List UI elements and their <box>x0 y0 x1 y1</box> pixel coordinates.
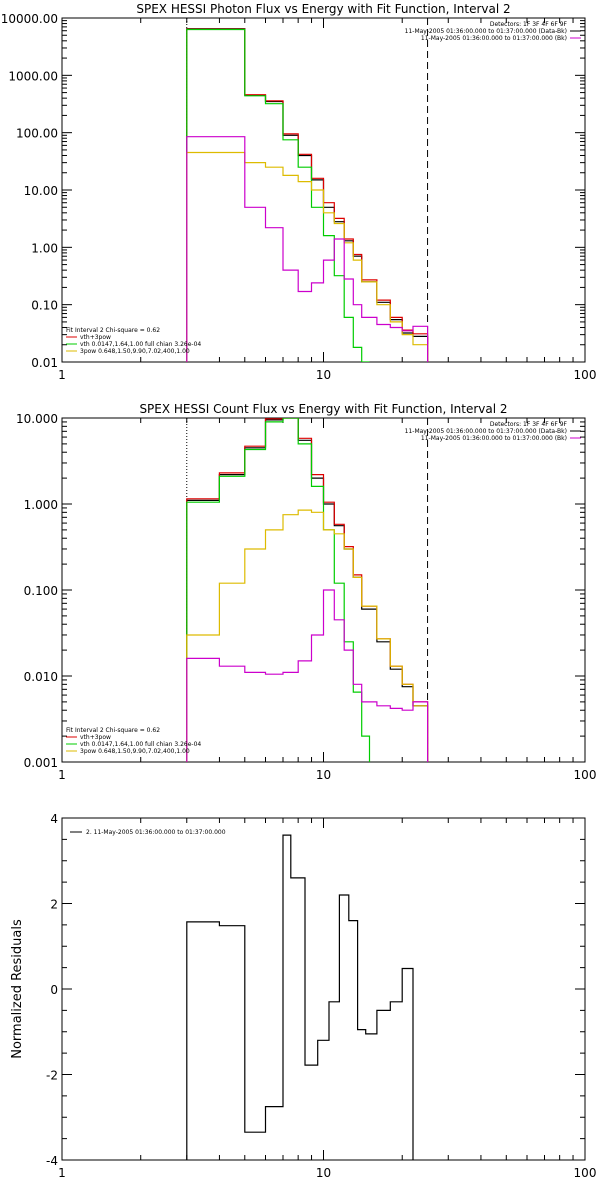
panel-title: SPEX HESSI Count Flux vs Energy with Fit… <box>139 402 507 416</box>
series-group <box>186 834 414 1160</box>
fit-legend-line: Fit Interval 2 Chi-square = 0.62 <box>66 327 160 334</box>
fit-legend-line: 3pow 0.648,1.50,9.90,7.02,400,1.00 <box>80 748 190 755</box>
y-tick-label: 1000.00 <box>8 69 58 83</box>
series-pow <box>186 509 429 762</box>
y-tick-label: 100.00 <box>16 127 58 141</box>
x-tick-label: 100 <box>574 768 597 782</box>
y-tick-label: 0.100 <box>24 584 58 598</box>
info-line: 11-May-2005 01:36:00.000 to 01:37:00.000… <box>421 435 567 442</box>
y-tick-label: 10000.00 <box>1 12 58 26</box>
x-tick-label: 1 <box>58 368 66 382</box>
x-tick-label: 10 <box>316 768 331 782</box>
x-tick-label: 100 <box>574 1166 597 1180</box>
legend-label: 2. 11-May-2005 01:36:00.000 to 01:37:00.… <box>86 829 226 836</box>
fit-legend-line: vth+3pow <box>80 734 111 741</box>
fit-legend-line: vth 0.0147,1.64,1.00 full chian 3.26e-04 <box>80 741 201 748</box>
series-group <box>186 28 429 362</box>
y-tick-label: 0.010 <box>24 670 58 684</box>
y-tick-label: -2 <box>46 1069 58 1083</box>
y-tick-label: 10.00 <box>24 184 58 198</box>
x-tick-label: 1 <box>58 1166 66 1180</box>
panel-2: SPEX HESSI Count Flux vs Energy with Fit… <box>16 402 596 782</box>
y-tick-label: -4 <box>46 1154 58 1168</box>
fit-legend-line: Fit Interval 2 Chi-square = 0.62 <box>66 727 160 734</box>
y-tick-label: 0 <box>50 983 58 997</box>
x-tick-label: 10 <box>316 1166 331 1180</box>
x-tick-label: 100 <box>574 368 597 382</box>
series-bk <box>186 136 429 362</box>
panel-1: SPEX HESSI Photon Flux vs Energy with Fi… <box>1 2 597 382</box>
info-line: 11-May-2005 01:36:00.000 to 01:37:00.000… <box>405 28 567 35</box>
panel-3: 1 10 100 -4 -2 0 2 4 Normalized Residuals 2. 11-M… <box>10 812 596 1180</box>
y-tick-label: 1.00 <box>31 241 58 255</box>
fit-legend-line: vth 0.0147,1.64,1.00 full chian 3.26e-04 <box>80 341 201 348</box>
info-line: Detectors: 1F 3F 4F 6F 9F <box>490 21 568 28</box>
x-tick-label: 1 <box>58 768 66 782</box>
y-axis-label: Normalized Residuals <box>10 919 25 1059</box>
series-group <box>186 418 429 762</box>
y-tick-label: 0.01 <box>31 356 58 370</box>
y-tick-label: 2 <box>50 898 58 912</box>
y-tick-label: 0.001 <box>24 756 58 770</box>
fit-legend-line: vth+3pow <box>80 334 111 341</box>
fit-legend-line: 3pow 0.648,1.50,9.90,7.02,400,1.00 <box>80 348 190 355</box>
y-tick-label: 0.10 <box>31 299 58 313</box>
series-residuals <box>186 834 414 1160</box>
y-tick-label: 1.000 <box>24 498 58 512</box>
info-line: 11-May-2005 01:36:00.000 to 01:37:00.000… <box>405 428 567 435</box>
series-bk <box>186 589 429 762</box>
series-pow <box>186 151 429 362</box>
info-line: Detectors: 1F 3F 4F 6F 9F <box>490 421 568 428</box>
panel-title: SPEX HESSI Photon Flux vs Energy with Fi… <box>136 2 510 16</box>
y-tick-label: 4 <box>50 812 58 826</box>
info-line: 11-May-2005 01:36:00.000 to 01:37:00.000… <box>421 35 567 42</box>
y-tick-label: 10.000 <box>16 412 58 426</box>
x-tick-label: 10 <box>316 368 331 382</box>
